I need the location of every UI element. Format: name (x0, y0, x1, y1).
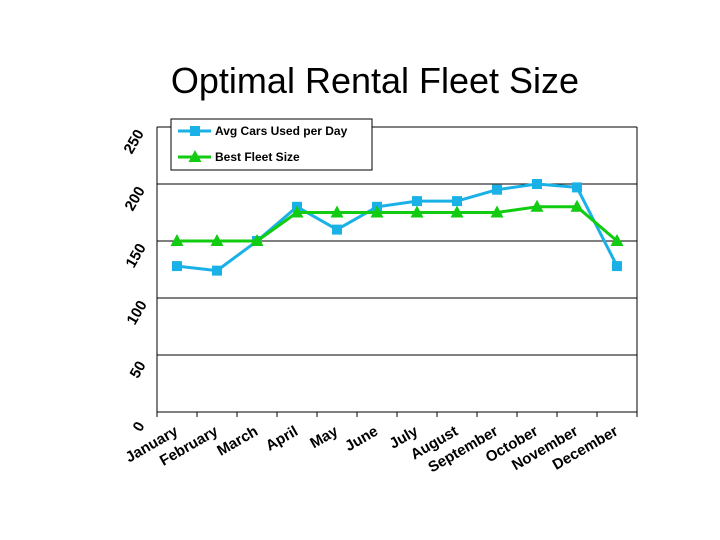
y-tick-label: 200 (121, 184, 148, 214)
x-tick-label: March (214, 423, 261, 460)
y-tick-label: 150 (122, 241, 149, 271)
y-tick-label: 100 (123, 298, 150, 328)
legend-box (170, 118, 373, 171)
x-tick-label: June (342, 423, 381, 455)
x-tick-label: May (307, 422, 341, 452)
data-point (610, 234, 624, 246)
data-point (210, 234, 224, 246)
axes (156, 127, 638, 417)
data-point (412, 196, 422, 207)
data-point (572, 182, 582, 193)
data-point (212, 265, 222, 276)
y-tick-label: 0 (130, 419, 149, 435)
data-point (332, 224, 342, 235)
data-point (250, 234, 264, 246)
data-point (172, 261, 182, 272)
data-point (570, 199, 584, 212)
data-point (290, 205, 304, 218)
series-1 (172, 179, 622, 276)
legend-entry: Best Fleet Size (178, 150, 300, 164)
data-point (452, 196, 462, 207)
data-point (410, 205, 424, 218)
data-point (532, 179, 542, 189)
series-line (176, 182, 619, 273)
data-point (170, 234, 184, 246)
chart-title: Optimal Rental Fleet Size (170, 60, 580, 101)
data-point (330, 205, 344, 218)
series-2 (170, 199, 624, 246)
y-tick-label: 250 (120, 127, 147, 157)
data-point (450, 205, 464, 218)
y-tick-labels: 0 50 100 150 200 250 (120, 127, 150, 435)
legend-swatch-marker (188, 150, 202, 162)
data-point (370, 205, 384, 218)
legend-swatch-marker (190, 126, 200, 136)
x-tick-label: April (263, 423, 301, 455)
series (170, 179, 624, 276)
legend-label: Avg Cars Used per Day (215, 124, 348, 138)
legend-entry: Avg Cars Used per Day (178, 124, 348, 138)
data-point (492, 184, 502, 195)
data-point (530, 199, 544, 212)
legend-label: Best Fleet Size (215, 150, 300, 164)
legend: Avg Cars Used per Day Best Fleet Size (170, 118, 373, 171)
data-point (612, 261, 622, 272)
series-line (177, 205, 618, 243)
y-tick-label: 50 (127, 358, 150, 381)
data-point (490, 205, 504, 218)
